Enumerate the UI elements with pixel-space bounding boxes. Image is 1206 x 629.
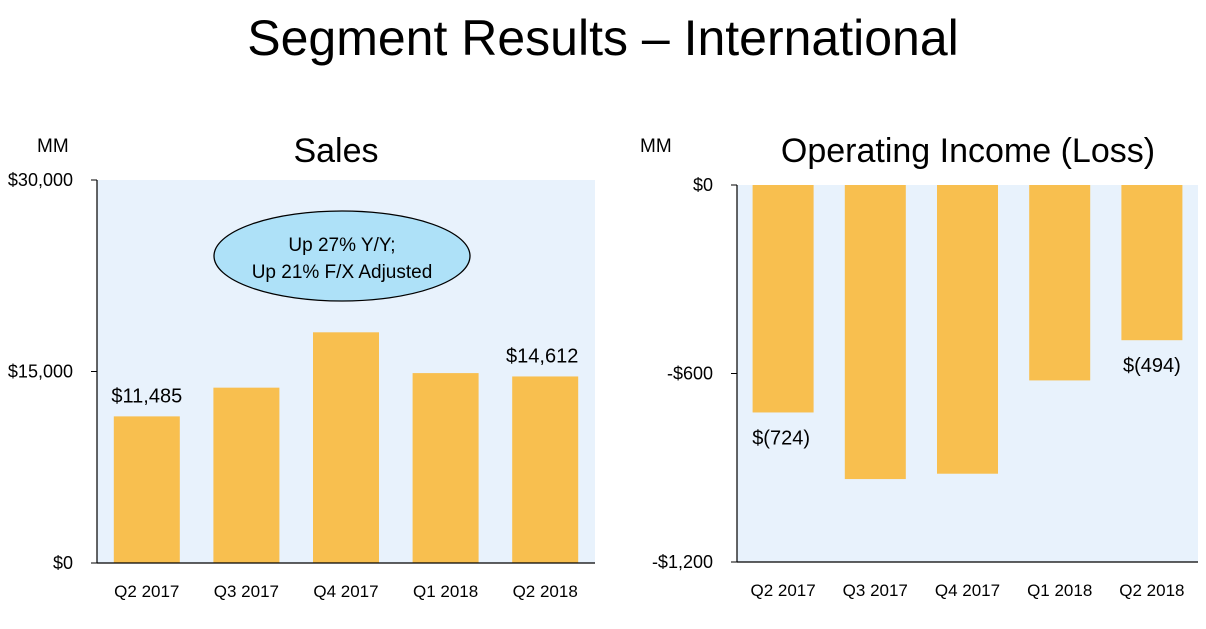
bar (752, 185, 814, 413)
x-tick-label: Q3 2017 (843, 581, 908, 600)
unit-label: MM (37, 136, 69, 157)
bar (937, 185, 998, 474)
y-tick-label: $30,000 (8, 170, 73, 190)
bar (412, 373, 479, 563)
y-tick-label: $0 (53, 553, 73, 573)
bar (1121, 185, 1183, 341)
y-tick-label: $15,000 (8, 362, 73, 382)
sales-chart: Sales MM $0 $15,000 $30,000 Q2 2017 Q3 2017 Q4 … (8, 132, 595, 601)
operating-income-chart: Operating Income (Loss) MM $0 -$600 -$1,200 Q… (640, 132, 1198, 600)
x-tick-label: Q2 2018 (1119, 581, 1184, 600)
bar (213, 387, 280, 563)
y-tick-label: -$600 (667, 364, 713, 384)
callout: Up 27% Y/Y; Up 21% F/X Adjusted (213, 210, 471, 302)
unit-label: MM (640, 136, 672, 157)
x-tick-label: Q4 2017 (935, 581, 1000, 600)
y-tick-label: -$1,200 (652, 552, 713, 572)
y-tick-label: $0 (693, 175, 713, 195)
chart-title: Sales (293, 132, 378, 170)
bar (313, 332, 379, 563)
data-label: $14,612 (506, 345, 578, 367)
data-label: $11,485 (111, 385, 182, 407)
callout-text: Up 21% F/X Adjusted (252, 262, 433, 283)
callout-text: Up 27% Y/Y; (288, 235, 395, 256)
x-tick-label: Q1 2018 (1027, 581, 1092, 600)
x-tick-label: Q3 2017 (214, 582, 279, 601)
data-label: $(494) (1123, 355, 1181, 377)
x-tick-label: Q2 2018 (513, 582, 578, 601)
x-tick-label: Q2 2017 (750, 581, 815, 600)
x-tick-label: Q2 2017 (114, 582, 179, 601)
callout-ellipse (213, 210, 471, 302)
bar (1029, 185, 1091, 381)
data-label: $(724) (752, 427, 810, 449)
bar (113, 416, 180, 563)
chart-title: Operating Income (Loss) (781, 132, 1155, 170)
x-tick-label: Q4 2017 (313, 582, 378, 601)
page-title: Segment Results – International (247, 10, 959, 66)
bar (512, 376, 579, 563)
x-tick-label: Q1 2018 (413, 582, 478, 601)
bar (844, 185, 906, 480)
